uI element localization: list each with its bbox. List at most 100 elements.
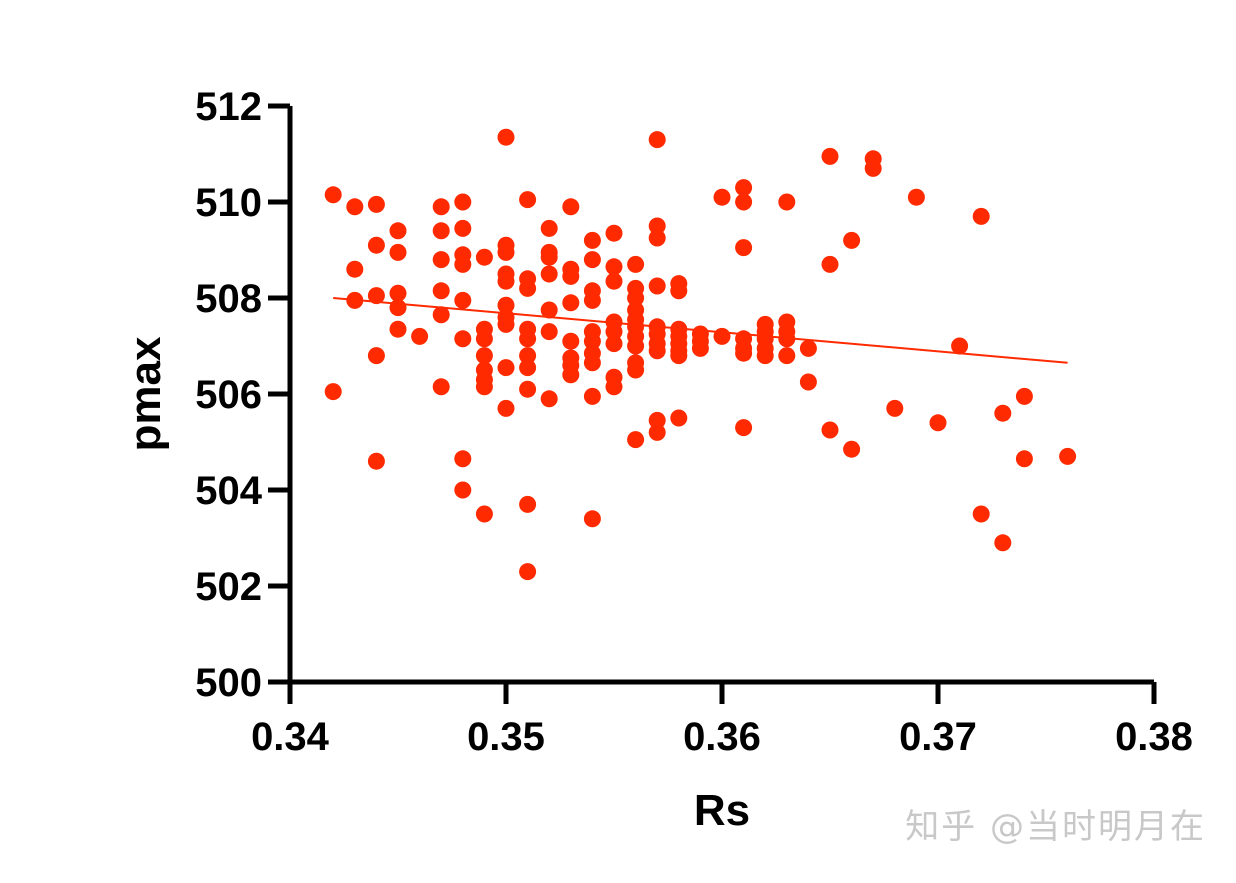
data-point: [454, 219, 472, 237]
data-point: [475, 378, 493, 396]
data-point: [497, 128, 515, 146]
data-point: [799, 339, 817, 357]
data-point: [389, 222, 407, 240]
data-point: [821, 421, 839, 439]
data-point: [454, 291, 472, 309]
data-point: [735, 179, 753, 197]
data-point: [994, 404, 1012, 422]
data-point: [411, 327, 429, 345]
data-point: [432, 222, 450, 240]
data-point: [367, 287, 385, 305]
data-point: [497, 399, 515, 417]
data-point: [497, 315, 515, 333]
data-point: [519, 279, 537, 297]
data-point: [540, 265, 558, 283]
data-point: [735, 239, 753, 257]
data-point: [735, 419, 753, 437]
data-point: [432, 251, 450, 269]
y-tick-label: 512: [195, 85, 262, 129]
data-point: [713, 327, 731, 345]
data-point: [519, 347, 537, 365]
data-point: [583, 291, 601, 309]
data-point: [972, 505, 990, 523]
data-point: [627, 431, 645, 449]
data-point: [627, 289, 645, 307]
data-point: [627, 361, 645, 379]
data-point: [475, 248, 493, 266]
data-point: [367, 347, 385, 365]
data-point: [346, 291, 364, 309]
data-point: [389, 299, 407, 317]
data-point: [583, 354, 601, 372]
data-point: [648, 229, 666, 247]
y-axis-title: pmax: [121, 336, 170, 451]
data-point: [670, 409, 688, 427]
data-point: [843, 231, 861, 249]
data-point: [540, 301, 558, 319]
data-point: [713, 188, 731, 206]
data-point: [605, 224, 623, 242]
data-point: [324, 186, 342, 204]
data-point: [454, 255, 472, 273]
data-point: [519, 563, 537, 581]
y-tick-label: 508: [195, 277, 262, 321]
x-tick-label: 0.36: [683, 715, 761, 759]
data-point: [454, 450, 472, 468]
data-point: [519, 359, 537, 377]
data-point: [1059, 447, 1077, 465]
data-point: [778, 330, 796, 348]
data-point: [519, 330, 537, 348]
y-tick-label: 506: [195, 373, 262, 417]
data-point: [367, 236, 385, 254]
data-point: [821, 147, 839, 165]
data-point: [735, 193, 753, 211]
data-point: [540, 219, 558, 237]
data-point: [583, 251, 601, 269]
data-point: [648, 411, 666, 429]
data-point: [605, 258, 623, 276]
data-point: [583, 387, 601, 405]
data-point: [627, 255, 645, 273]
data-point: [475, 505, 493, 523]
data-point: [540, 390, 558, 408]
data-point: [367, 195, 385, 213]
y-tick-label: 502: [195, 565, 262, 609]
data-point: [670, 347, 688, 365]
data-point: [605, 335, 623, 353]
data-point: [454, 193, 472, 211]
x-tick-label: 0.34: [251, 715, 330, 759]
data-point: [475, 330, 493, 348]
data-point: [562, 366, 580, 384]
data-point: [929, 414, 947, 432]
data-point: [778, 193, 796, 211]
data-point: [735, 344, 753, 362]
data-point: [843, 440, 861, 458]
y-tick-label: 504: [195, 469, 262, 513]
data-point: [562, 267, 580, 285]
watermark: 知乎 @当时明月在: [905, 807, 1206, 847]
data-point: [389, 284, 407, 302]
data-point: [475, 347, 493, 365]
data-point: [821, 255, 839, 273]
data-point: [648, 217, 666, 235]
data-point: [605, 378, 623, 396]
data-point: [497, 243, 515, 261]
data-point: [648, 423, 666, 441]
data-point: [540, 323, 558, 341]
data-point: [583, 510, 601, 528]
data-point: [497, 296, 515, 314]
data-point: [972, 207, 990, 225]
data-point: [432, 282, 450, 300]
data-point: [497, 359, 515, 377]
data-point: [389, 320, 407, 338]
data-point: [389, 243, 407, 261]
data-point: [454, 330, 472, 348]
data-point: [648, 342, 666, 360]
data-point: [432, 198, 450, 216]
data-point: [799, 373, 817, 391]
data-point: [432, 378, 450, 396]
data-point: [605, 272, 623, 290]
data-point: [907, 188, 925, 206]
